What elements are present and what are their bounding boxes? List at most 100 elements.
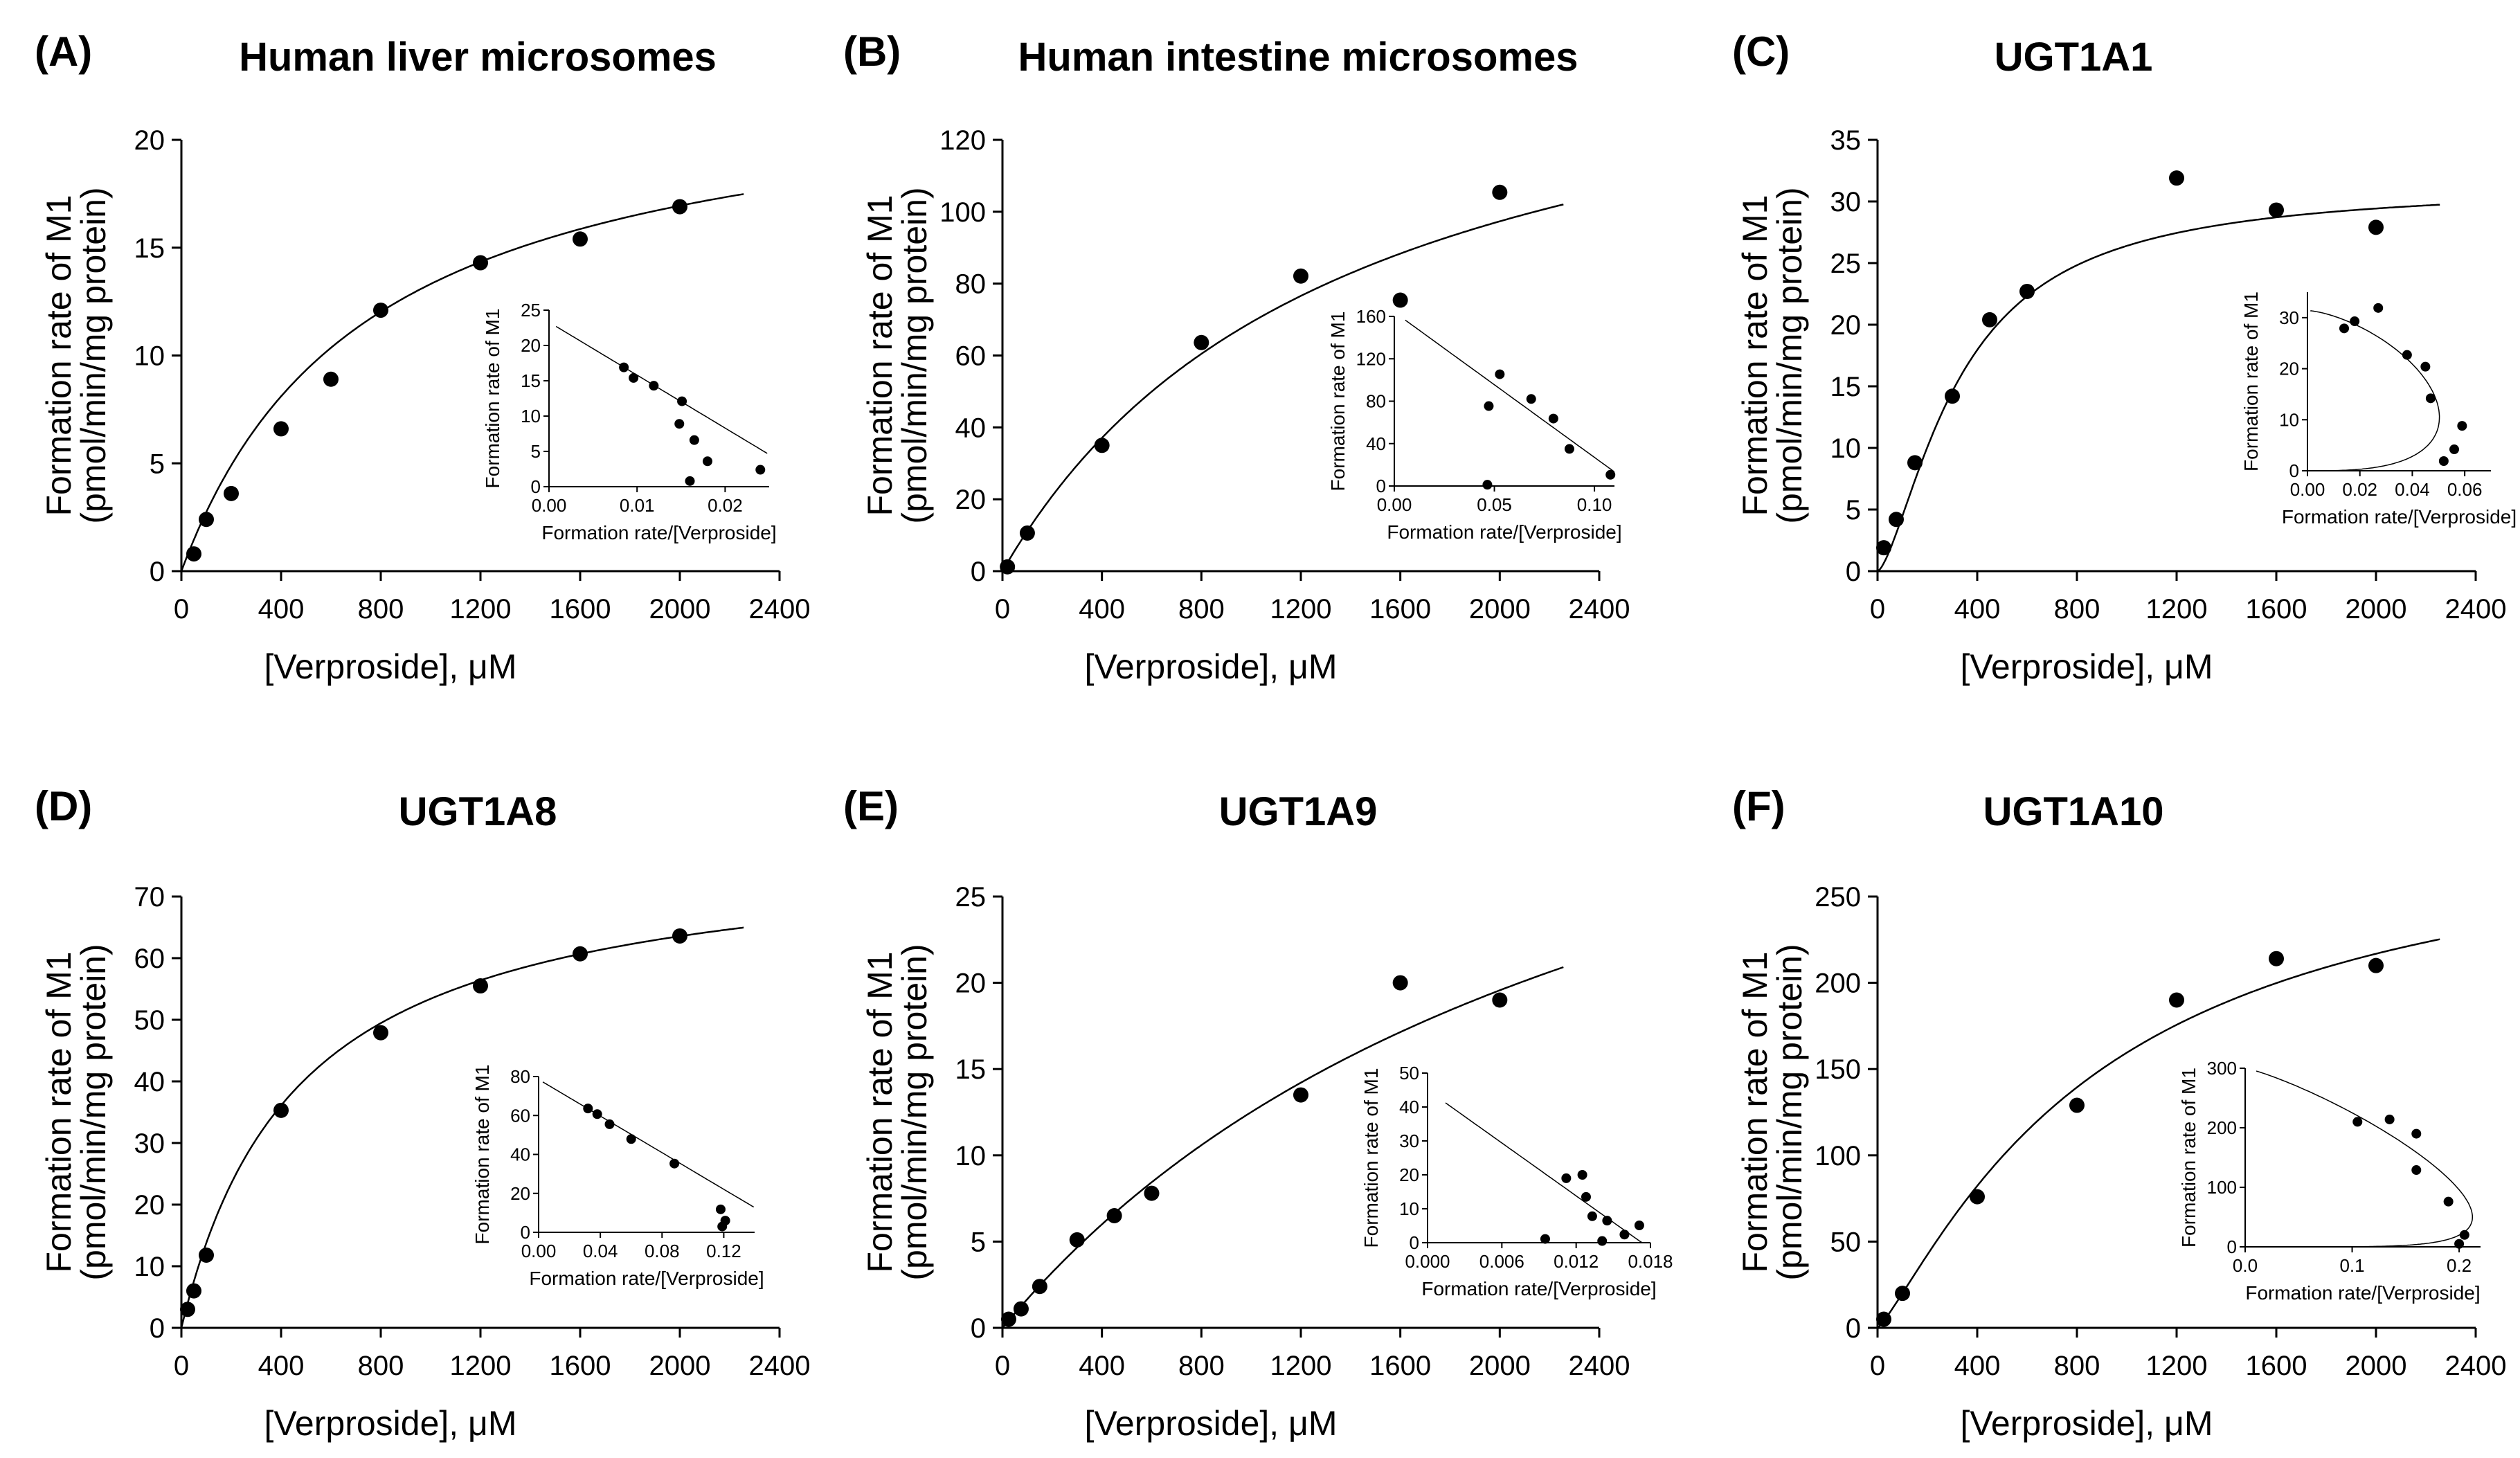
- inset-data-point: [2411, 1165, 2422, 1176]
- x-tick-label: 1200: [450, 1351, 512, 1381]
- data-point: [1945, 388, 1960, 404]
- fit-curve: [1877, 204, 2440, 573]
- data-point: [199, 512, 214, 528]
- x-tick-label: 2400: [2445, 594, 2507, 624]
- y-tick-label: 200: [1815, 969, 1861, 999]
- inset-data-point: [2352, 1117, 2363, 1127]
- inset-y-tick-label: 30: [2279, 307, 2299, 328]
- y-axis-label-line2: (pmol/min/mg protein): [895, 944, 934, 1280]
- inset-y-tick-label: 50: [1399, 1063, 1419, 1083]
- data-point: [1094, 438, 1110, 453]
- inset-y-tick-label: 10: [521, 406, 541, 426]
- inset-chart: 0.000 0.006 0.012 0.018 0 10 20 30 40 50 Formation…: [1360, 1063, 1673, 1299]
- y-tick-label: 150: [1815, 1054, 1861, 1085]
- x-tick-label: 2000: [649, 1351, 711, 1381]
- y-tick-label: 5: [150, 449, 165, 479]
- y-tick-label: 20: [134, 1190, 165, 1221]
- y-axis-label-line2: (pmol/min/mg protein): [1770, 944, 1809, 1280]
- y-tick-label: 5: [971, 1227, 986, 1257]
- inset-x-tick-label: 0.006: [1479, 1251, 1524, 1272]
- inset-x-tick-label: 0.04: [2395, 479, 2430, 500]
- inset-fit-curve: [1445, 1102, 1643, 1243]
- y-tick-label: 0: [1846, 557, 1861, 587]
- x-tick-label: 400: [1954, 594, 2001, 624]
- y-tick-label: 15: [955, 1054, 987, 1085]
- data-point: [2169, 170, 2184, 186]
- inset-y-tick-label: 0: [1376, 476, 1386, 496]
- inset-data-point: [619, 362, 629, 372]
- y-axis-label-line1: Formation rate of M1: [39, 195, 78, 516]
- x-tick-label: 800: [1178, 594, 1225, 624]
- inset-data-point: [1577, 1170, 1587, 1180]
- panel-letter: (F): [1732, 783, 1785, 829]
- y-axis-label-line1: Formation rate of M1: [39, 951, 78, 1272]
- x-tick-label: 400: [258, 594, 305, 624]
- data-point: [573, 231, 588, 247]
- data-point: [2069, 1097, 2085, 1113]
- panel-title: UGT1A10: [1983, 789, 2163, 834]
- data-point: [2368, 957, 2384, 973]
- x-tick-label: 800: [2054, 594, 2100, 624]
- inset-data-point: [2420, 361, 2431, 372]
- y-tick-label: 50: [134, 1005, 165, 1036]
- inset-fit-curve: [2310, 310, 2440, 471]
- y-tick-label: 60: [134, 944, 165, 974]
- y-axis-label-line2: (pmol/min/mg protein): [1770, 187, 1809, 523]
- inset-data-point: [2425, 393, 2436, 404]
- inset-y-tick-label: 20: [510, 1183, 530, 1204]
- inset-x-tick-label: 0.000: [1405, 1251, 1450, 1272]
- inset-data-point: [2350, 316, 2360, 327]
- inset-y-tick-label: 30: [1399, 1131, 1419, 1151]
- panel-title: UGT1A8: [399, 789, 557, 834]
- inset-x-tick-label: 0.02: [708, 495, 743, 516]
- y-tick-label: 0: [150, 1313, 165, 1344]
- x-tick-label: 1600: [1369, 1351, 1431, 1381]
- inset-x-tick-label: 0.06: [2447, 479, 2483, 500]
- inset-data-point: [2402, 350, 2412, 360]
- inset-y-tick-label: 25: [521, 300, 541, 321]
- x-tick-label: 400: [1079, 594, 1125, 624]
- data-point: [1106, 1208, 1122, 1224]
- inset-y-axis-label: Formation rate of M1: [2240, 291, 2262, 471]
- x-tick-label: 0: [174, 1351, 189, 1381]
- x-tick-label: 1200: [1270, 594, 1332, 624]
- x-tick-label: 800: [358, 594, 404, 624]
- inset-data-point: [715, 1204, 726, 1214]
- inset-y-tick-label: 0: [2289, 460, 2299, 481]
- inset-data-point: [583, 1104, 593, 1114]
- inset-data-point: [669, 1158, 680, 1169]
- x-tick-label: 1600: [1369, 594, 1431, 624]
- inset-y-tick-label: 0: [531, 476, 541, 497]
- inset-x-tick-label: 0.012: [1554, 1251, 1599, 1272]
- inset-data-point: [685, 476, 695, 486]
- inset-x-tick-label: 0.10: [1577, 494, 1612, 515]
- x-tick-label: 0: [995, 594, 1010, 624]
- data-point: [186, 546, 201, 562]
- panel-letter: (B): [843, 28, 901, 75]
- y-tick-label: 80: [955, 269, 987, 300]
- y-tick-label: 40: [955, 413, 987, 443]
- x-tick-label: 0: [1870, 594, 1885, 624]
- inset-data-point: [626, 1134, 636, 1144]
- inset-x-tick-label: 0.00: [2290, 479, 2325, 500]
- inset-data-point: [629, 372, 639, 383]
- data-point: [2169, 992, 2184, 1008]
- data-point: [1144, 1185, 1160, 1201]
- panel-letter: (E): [843, 783, 899, 829]
- inset-y-tick-label: 160: [1356, 306, 1386, 327]
- x-tick-label: 2000: [2346, 594, 2407, 624]
- y-axis-label-line2: (pmol/min/mg protein): [895, 187, 934, 523]
- data-point: [473, 255, 488, 271]
- panel-c: (C) UGT1A1 0 400 800 1200 1600 2000 2400 0 5 10 15 20…: [1732, 28, 2517, 686]
- data-point: [1194, 334, 1209, 350]
- inset-x-tick-label: 0.12: [706, 1241, 741, 1261]
- inset-x-tick-label: 0.00: [1377, 494, 1412, 515]
- inset-x-tick-label: 0.2: [2447, 1255, 2472, 1276]
- inset-y-tick-label: 20: [1399, 1164, 1419, 1185]
- y-tick-label: 0: [150, 557, 165, 587]
- y-axis-label-line1: Formation rate of M1: [861, 195, 899, 516]
- inset-data-point: [2438, 456, 2449, 466]
- x-tick-label: 800: [2054, 1351, 2100, 1381]
